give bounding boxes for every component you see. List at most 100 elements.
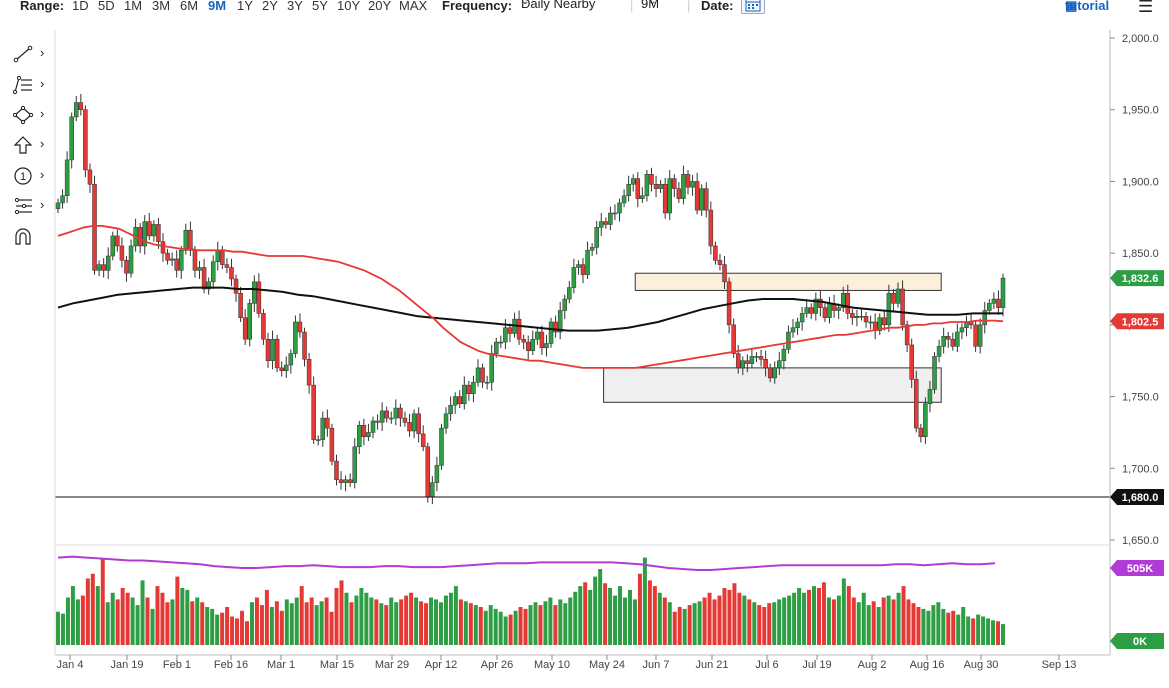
moving-average-black [57, 286, 1003, 332]
candle-body [653, 184, 659, 189]
volume-bar [931, 605, 936, 645]
candle-body [836, 307, 841, 311]
candle-body [895, 288, 901, 304]
range-button-3m[interactable]: 3M [152, 0, 171, 13]
candle-body [420, 433, 426, 448]
arrow-tool[interactable]: › [8, 133, 50, 157]
candle-body [594, 227, 599, 248]
volume-bar [662, 597, 667, 645]
candle-body [795, 321, 800, 328]
candle-body [955, 331, 960, 347]
candle-body [567, 287, 572, 300]
candle-body [799, 313, 805, 323]
line-draw-icon [13, 45, 33, 63]
annotation-tool[interactable]: 1 › [8, 164, 50, 188]
candle-body [731, 324, 736, 354]
candle-body [165, 252, 170, 261]
volume-bar [394, 602, 399, 645]
hamburger-menu-icon[interactable]: ☰ [1138, 0, 1154, 16]
candle-body [201, 267, 207, 290]
x-tick-label: Jan 4 [57, 659, 84, 671]
volume-bar [996, 621, 1001, 645]
range-button-20y[interactable]: 20Y [368, 0, 392, 13]
volume-bar [409, 592, 414, 645]
candle-body [343, 479, 348, 483]
candle-body [694, 181, 700, 211]
volume-bar [777, 599, 782, 645]
range-button-1d[interactable]: 1D [72, 0, 89, 13]
volume-bar [921, 608, 926, 645]
fibonacci-icon [12, 75, 32, 95]
volume-moving-average [57, 555, 996, 571]
volume-bar [185, 589, 190, 645]
price-label-1-box [1110, 313, 1164, 330]
volume-bar [846, 586, 851, 645]
volume-bar [613, 595, 618, 645]
volume-bar [389, 597, 394, 645]
candle-body [717, 260, 723, 265]
candle-body [233, 278, 239, 294]
x-tick-label: Mar 1 [267, 659, 295, 671]
volume-bar [264, 589, 269, 645]
range-button-9m[interactable]: 9M [208, 0, 227, 13]
range-button-max[interactable]: MAX [399, 0, 428, 13]
candle-body [936, 346, 942, 357]
volume-bar [299, 586, 304, 645]
range-button-3y[interactable]: 3Y [287, 0, 303, 13]
volume-bar [414, 597, 419, 645]
candle-body [384, 410, 389, 419]
pitchfork-tool[interactable]: › [8, 194, 50, 218]
candle-body [877, 317, 882, 331]
range-button-5y[interactable]: 5Y [312, 0, 328, 13]
volume-bar [329, 611, 334, 645]
volume-bar [528, 605, 533, 645]
candle-body [548, 321, 554, 344]
volume-bar [896, 592, 901, 645]
price-label-2: 1,680.0 [1110, 488, 1164, 505]
candle-body [229, 267, 234, 280]
volume-bar [677, 607, 682, 645]
x-tick-label: Jan 19 [110, 659, 143, 671]
chevron-right-icon: › [40, 45, 45, 60]
magnet-tool[interactable] [8, 224, 50, 248]
x-tick-label: Apr 12 [425, 659, 457, 671]
candle-body [498, 341, 504, 344]
volume-bar [981, 616, 986, 645]
range-button-2y[interactable]: 2Y [262, 0, 278, 13]
candle-body [224, 264, 230, 268]
volume-bar [294, 597, 299, 645]
candle-body [945, 336, 951, 340]
volume-bar [513, 610, 518, 645]
chevron-right-icon: › [40, 106, 45, 121]
calendar-icon[interactable] [741, 0, 765, 14]
range-button-5d[interactable]: 5D [98, 0, 115, 13]
candle-body [315, 439, 321, 441]
range-button-1y[interactable]: 1Y [237, 0, 253, 13]
frequency-label: Frequency: [442, 0, 513, 13]
range-button-10y[interactable]: 10Y [337, 0, 361, 13]
x-tick-label: Sep 13 [1042, 659, 1077, 671]
candle-body [535, 331, 540, 340]
frequency-value: Daily Nearby [521, 0, 596, 11]
line-draw-tool[interactable]: › [8, 42, 50, 66]
volume-bar [424, 603, 429, 645]
candle-body [466, 384, 472, 394]
fibonacci-tool[interactable]: › [8, 73, 50, 97]
volume-bar [384, 605, 389, 645]
candle-body [238, 293, 243, 318]
period-select[interactable]: 9M ⌄ [641, 0, 659, 13]
range-button-1m[interactable]: 1M [124, 0, 143, 13]
candle-body [868, 321, 873, 324]
volume-bar [856, 602, 861, 645]
candle-body [845, 293, 851, 314]
volume-bar [349, 602, 354, 645]
volume-bar [254, 597, 259, 645]
range-button-6m[interactable]: 6M [180, 0, 199, 13]
volume-bar [215, 614, 220, 645]
volume-bar [339, 580, 344, 645]
shapes-tool[interactable]: › [8, 103, 50, 127]
volume-bar [866, 605, 871, 645]
volume-bar [235, 618, 240, 645]
volume-bar [836, 595, 841, 645]
